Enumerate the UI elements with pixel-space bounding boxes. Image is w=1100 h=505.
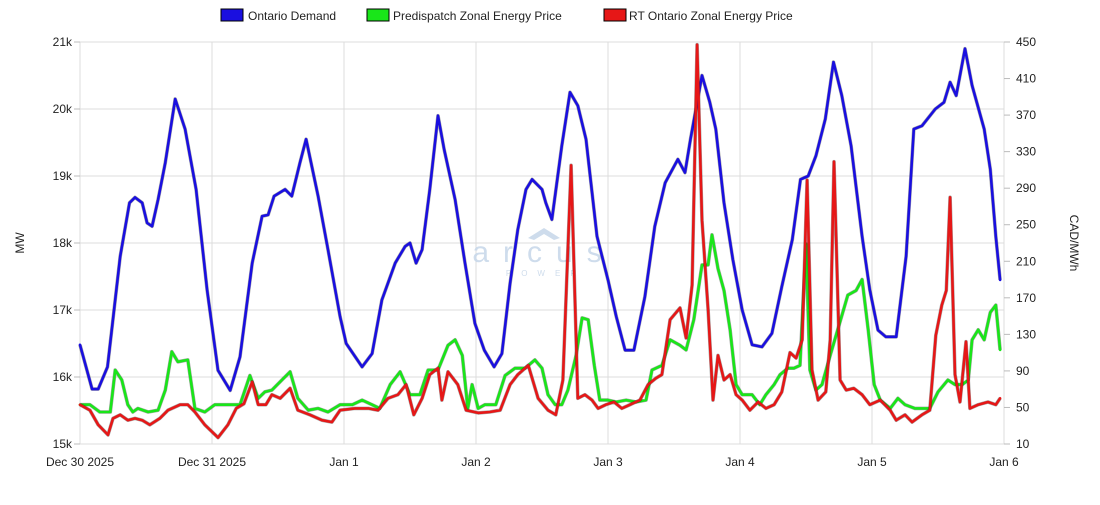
y-right-tick-label: 90	[1016, 364, 1030, 378]
series-group	[78, 42, 1002, 440]
series-line-ontario-demand	[78, 47, 1002, 392]
x-tick-label: Jan 6	[989, 455, 1019, 469]
y-right-tick-label: 370	[1016, 108, 1036, 122]
legend-swatch-rt-price	[603, 8, 627, 22]
watermark-logo: arcus POWER	[472, 228, 615, 278]
series-line-rt-ontario-zonal-energy-price	[78, 43, 1002, 439]
y-right-tick-label: 250	[1016, 218, 1036, 232]
x-tick-label: Jan 2	[461, 455, 491, 469]
legend-item-demand[interactable]: Ontario Demand	[220, 8, 336, 23]
y-right-tick-label: 450	[1016, 35, 1036, 49]
legend-label-predispatch: Predispatch Zonal Energy Price	[393, 9, 562, 23]
grid	[79, 41, 1005, 445]
legend-swatch-demand	[220, 8, 244, 22]
legend-item-predispatch[interactable]: Predispatch Zonal Energy Price	[366, 8, 562, 23]
x-tick-label: Jan 5	[857, 455, 887, 469]
y-left-tick-label: 15k	[53, 437, 73, 451]
legend-item-rt-price[interactable]: RT Ontario Zonal Energy Price	[603, 8, 793, 23]
y-left-tick-label: 17k	[53, 303, 73, 317]
y-left-tick-label: 18k	[53, 236, 73, 250]
y-right-tick-label: 10	[1016, 437, 1030, 451]
axes: 15k 16k 17k 18k 19k 20k 21k 10 50 90 130 170 210 250 2…	[46, 35, 1036, 469]
watermark-brand: arcus	[472, 236, 615, 269]
legend-label-rt-price: RT Ontario Zonal Energy Price	[629, 9, 793, 23]
y-right-tick-label: 210	[1016, 254, 1036, 268]
y-right-tick-label: 410	[1016, 72, 1036, 86]
x-tick-label: Jan 4	[725, 455, 755, 469]
legend: Ontario Demand Predispatch Zonal Energy …	[220, 8, 793, 23]
legend-swatch-predispatch	[366, 8, 390, 22]
x-tick-label: Dec 31 2025	[178, 455, 246, 469]
y-left-tick-label: 16k	[53, 370, 73, 384]
legend-label-demand: Ontario Demand	[248, 9, 336, 23]
y-right-tick-label: 50	[1016, 400, 1030, 414]
x-tick-label: Jan 3	[593, 455, 623, 469]
y-right-tick-label: 130	[1016, 327, 1036, 341]
x-tick-label: Jan 1	[329, 455, 359, 469]
y-left-tick-label: 21k	[53, 35, 73, 49]
series-outline-0	[78, 46, 1002, 393]
y-right-axis-title: CAD/MWh	[1067, 215, 1081, 272]
y-left-tick-label: 20k	[53, 102, 73, 116]
watermark-sub: POWER	[506, 269, 586, 278]
y-right-tick-label: 290	[1016, 181, 1036, 195]
y-left-axis-title: MW	[13, 232, 27, 254]
y-left-tick-label: 19k	[53, 169, 73, 183]
y-right-tick-label: 170	[1016, 291, 1036, 305]
y-right-tick-label: 330	[1016, 145, 1036, 159]
x-tick-label: Dec 30 2025	[46, 455, 114, 469]
